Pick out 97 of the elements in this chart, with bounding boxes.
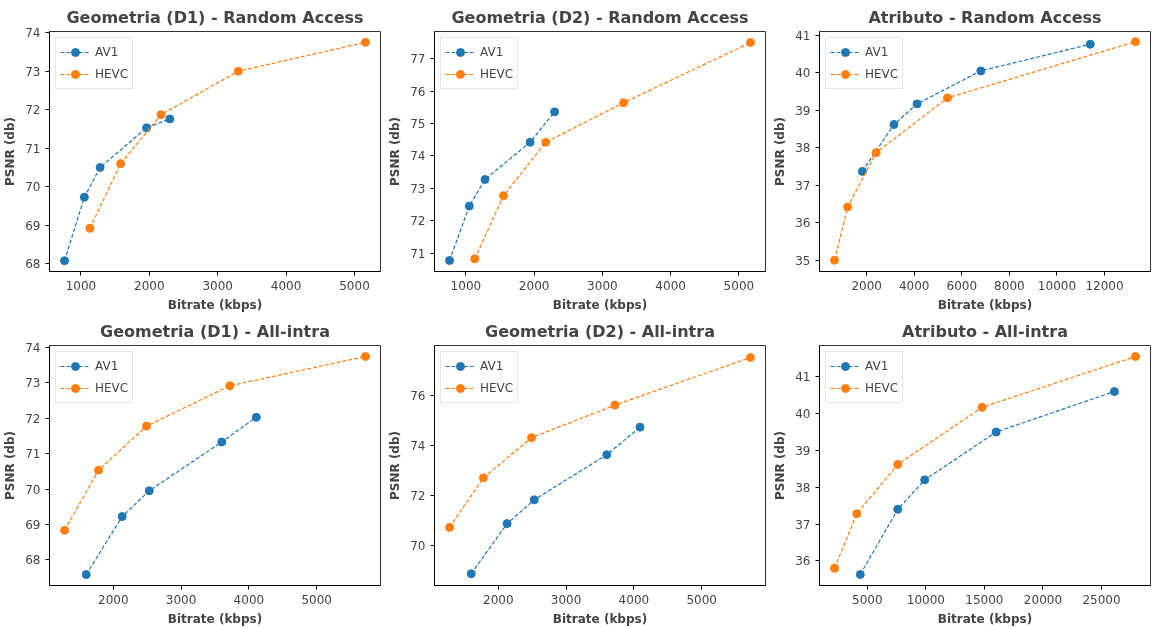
y-tick-label: 39 <box>795 103 811 118</box>
x-axis-title: Bitrate (kbps) <box>937 297 1033 312</box>
x-tick-label: 25000 <box>1082 592 1121 607</box>
y-tick-label: 37 <box>795 178 811 193</box>
y-tick-label: 36 <box>795 216 811 231</box>
legend-label: AV1 <box>480 45 504 59</box>
x-tick-label: 10000 <box>1037 278 1077 293</box>
y-tick-label: 72 <box>25 103 41 118</box>
x-tick-label: 3000 <box>202 278 234 293</box>
y-tick-label: 71 <box>25 447 41 462</box>
y-axis-title: PSNR (db) <box>773 116 788 187</box>
y-tick-label: 70 <box>25 180 41 195</box>
x-tick-label: 2000 <box>518 278 550 293</box>
x-axis-title: Bitrate (kbps) <box>552 297 648 312</box>
x-tick-label: 1000 <box>65 278 97 293</box>
chart-title: Geometria (D1) - Random Access <box>66 7 364 27</box>
chart-title: Atributo - All-intra <box>902 321 1068 341</box>
y-tick-label: 72 <box>410 214 426 229</box>
x-tick-label: 5000 <box>852 592 883 607</box>
x-axis-title: Bitrate (kbps) <box>167 297 263 312</box>
y-tick-label: 41 <box>795 28 811 43</box>
legend-label: AV1 <box>865 45 889 59</box>
y-tick-label: 70 <box>25 482 41 497</box>
y-tick-label: 74 <box>25 341 41 356</box>
y-tick-label: 72 <box>410 488 426 503</box>
x-tick-label: 5000 <box>339 278 370 293</box>
y-axis-title: PSNR (db) <box>388 430 403 501</box>
chart-title: Geometria (D1) - All-intra <box>100 321 330 341</box>
x-tick-label: 4000 <box>655 278 686 293</box>
legend-label: AV1 <box>480 359 504 373</box>
y-tick-label: 69 <box>25 517 41 532</box>
y-axis-title: PSNR (db) <box>3 430 18 501</box>
x-tick-label: 10000 <box>906 592 945 607</box>
y-tick-label: 73 <box>25 64 41 79</box>
x-tick-label: 3000 <box>587 278 618 293</box>
x-tick-label: 1000 <box>450 278 482 293</box>
x-tick-label: 2000 <box>98 592 129 607</box>
y-tick-label: 76 <box>410 84 426 99</box>
x-axis-title: Bitrate (kbps) <box>937 611 1033 626</box>
y-tick-label: 77 <box>410 52 426 67</box>
y-tick-label: 68 <box>25 257 41 272</box>
x-tick-label: 4000 <box>233 592 265 607</box>
y-tick-label: 35 <box>795 253 811 268</box>
legend-label: HEVC <box>480 67 514 81</box>
y-tick-label: 38 <box>795 141 811 156</box>
legend-label: HEVC <box>865 381 899 395</box>
legend-label: HEVC <box>480 381 514 395</box>
x-tick-label: 2000 <box>483 592 514 607</box>
y-tick-label: 75 <box>410 116 426 131</box>
chart-title: Geometria (D2) - Random Access <box>451 7 749 27</box>
y-tick-label: 40 <box>795 66 811 81</box>
y-tick-label: 70 <box>410 538 426 553</box>
x-tick-label: 8000 <box>994 278 1025 293</box>
x-tick-label: 6000 <box>946 278 978 293</box>
x-axis-title: Bitrate (kbps) <box>552 611 648 626</box>
y-tick-label: 41 <box>795 370 811 385</box>
x-tick-label: 15000 <box>965 592 1004 607</box>
y-tick-label: 37 <box>795 517 811 532</box>
y-tick-label: 73 <box>410 181 426 196</box>
x-tick-label: 4000 <box>270 278 302 293</box>
x-tick-label: 20000 <box>1023 592 1063 607</box>
chart-title: Geometria (D2) - All-intra <box>485 321 715 341</box>
y-tick-label: 74 <box>410 149 426 164</box>
y-tick-label: 68 <box>25 553 41 568</box>
y-tick-label: 36 <box>795 554 811 569</box>
legend-label: AV1 <box>95 359 119 373</box>
x-tick-label: 2000 <box>134 278 165 293</box>
x-tick-label: 3000 <box>550 592 582 607</box>
y-axis-title: PSNR (db) <box>3 116 18 187</box>
y-tick-label: 72 <box>25 411 41 426</box>
y-tick-label: 71 <box>410 246 426 261</box>
x-tick-label: 5000 <box>301 592 332 607</box>
y-tick-label: 76 <box>410 388 426 403</box>
y-axis-title: PSNR (db) <box>773 430 788 501</box>
legend-label: HEVC <box>95 381 129 395</box>
y-tick-label: 38 <box>795 480 811 495</box>
y-tick-label: 39 <box>795 443 811 458</box>
y-tick-label: 69 <box>25 218 41 233</box>
legend-label: AV1 <box>95 45 119 59</box>
y-tick-label: 40 <box>795 407 811 422</box>
x-tick-label: 12000 <box>1085 278 1124 293</box>
x-tick-label: 4000 <box>618 592 650 607</box>
x-tick-label: 2000 <box>851 278 882 293</box>
x-tick-label: 5000 <box>686 592 717 607</box>
legend-label: HEVC <box>865 67 899 81</box>
y-tick-label: 71 <box>25 141 41 156</box>
chart-title: Atributo - Random Access <box>868 7 1102 27</box>
y-tick-label: 74 <box>25 26 41 41</box>
legend-label: HEVC <box>95 67 129 81</box>
x-tick-label: 4000 <box>898 278 930 293</box>
x-axis-title: Bitrate (kbps) <box>167 611 263 626</box>
y-axis-title: PSNR (db) <box>388 116 403 187</box>
y-tick-label: 73 <box>25 376 41 391</box>
legend-label: AV1 <box>865 359 889 373</box>
x-tick-label: 5000 <box>723 278 755 293</box>
x-tick-label: 3000 <box>165 592 197 607</box>
y-tick-label: 74 <box>410 438 426 453</box>
